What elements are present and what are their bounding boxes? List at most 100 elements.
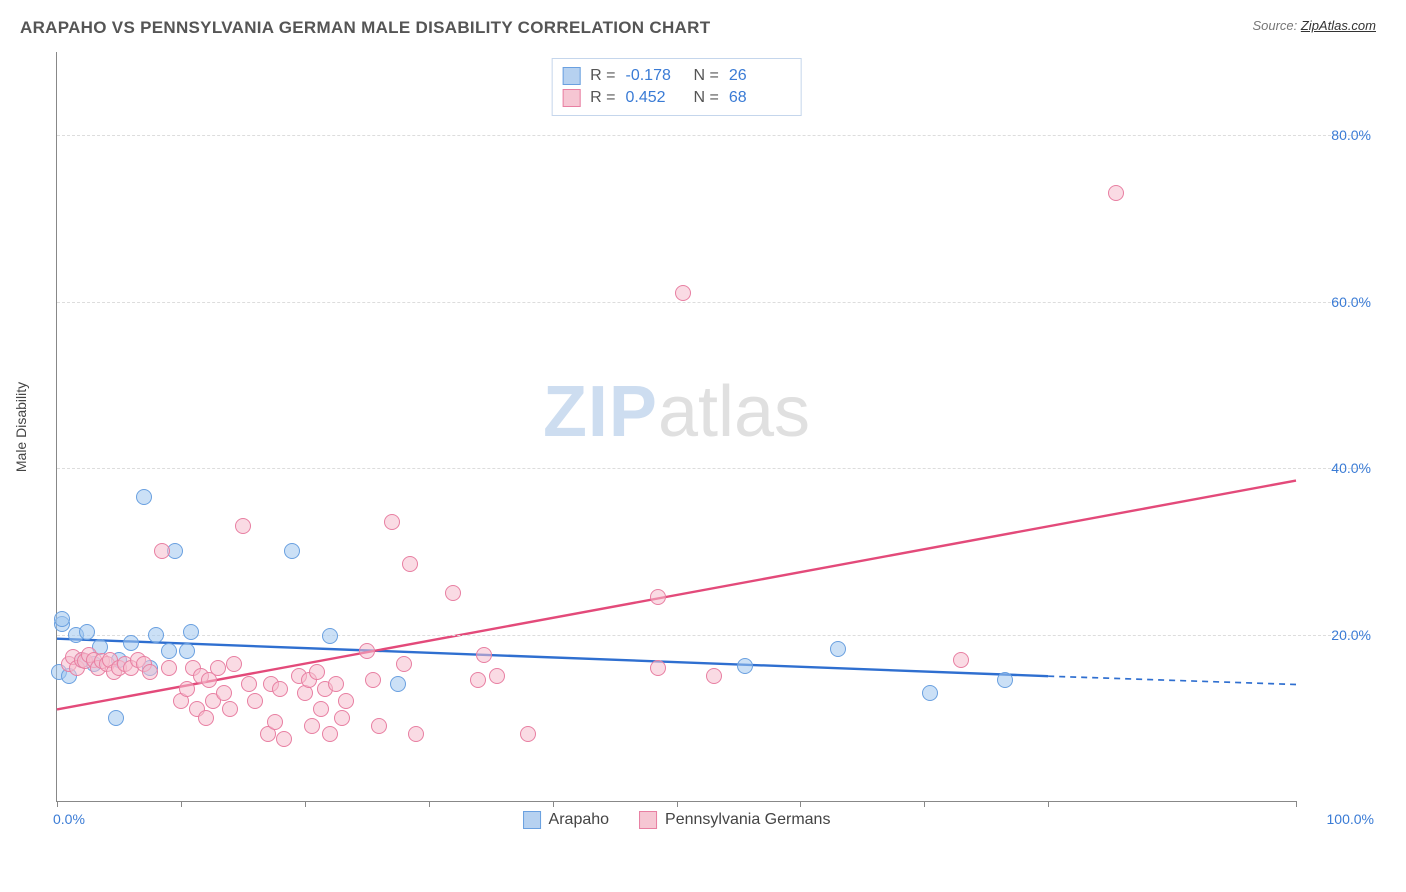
source-link[interactable]: ZipAtlas.com: [1301, 18, 1376, 33]
legend-n-label: N =: [694, 89, 719, 107]
legend-top-row: R = 0.452 N = 68: [562, 87, 787, 109]
data-point: [489, 668, 505, 684]
y-tick-label: 20.0%: [1301, 627, 1371, 643]
x-tick: [305, 801, 306, 807]
data-point: [830, 641, 846, 657]
y-tick-label: 40.0%: [1301, 460, 1371, 476]
data-point: [997, 672, 1013, 688]
legend-r-label: R =: [590, 67, 615, 85]
data-point: [284, 543, 300, 559]
data-point: [322, 726, 338, 742]
data-point: [247, 693, 263, 709]
data-point: [241, 676, 257, 692]
data-point: [1108, 185, 1124, 201]
legend-bottom-item: Pennsylvania Germans: [639, 811, 830, 829]
x-tick: [1048, 801, 1049, 807]
data-point: [142, 664, 158, 680]
data-point: [216, 685, 232, 701]
chart-title: ARAPAHO VS PENNSYLVANIA GERMAN MALE DISA…: [20, 18, 710, 38]
data-point: [54, 611, 70, 627]
source-attribution: Source: ZipAtlas.com: [1252, 18, 1376, 33]
data-point: [304, 718, 320, 734]
data-point: [365, 672, 381, 688]
y-axis-label: Male Disability: [13, 381, 29, 471]
y-gridline: [57, 135, 1366, 136]
data-point: [520, 726, 536, 742]
x-tick: [57, 801, 58, 807]
data-point: [148, 627, 164, 643]
data-point: [650, 589, 666, 605]
y-gridline: [57, 635, 1366, 636]
data-point: [222, 701, 238, 717]
legend-swatch: [562, 67, 580, 85]
legend-top-row: R =-0.178N =26: [562, 65, 787, 87]
x-tick: [924, 801, 925, 807]
legend-series-label: Pennsylvania Germans: [665, 811, 830, 829]
data-point: [313, 701, 329, 717]
data-point: [470, 672, 486, 688]
x-tick: [1296, 801, 1297, 807]
data-point: [953, 652, 969, 668]
legend-r-value: 0.452: [626, 89, 684, 107]
plot-area: Male Disability ZIPatlas R =-0.178N =26R…: [56, 52, 1296, 802]
legend-n-value: 68: [729, 89, 787, 107]
data-point: [706, 668, 722, 684]
data-point: [650, 660, 666, 676]
chart-header: ARAPAHO VS PENNSYLVANIA GERMAN MALE DISA…: [0, 0, 1406, 44]
data-point: [161, 660, 177, 676]
data-point: [445, 585, 461, 601]
data-point: [179, 643, 195, 659]
legend-r-value: -0.178: [626, 67, 684, 85]
data-point: [183, 624, 199, 640]
data-point: [108, 710, 124, 726]
x-tick: [677, 801, 678, 807]
data-point: [226, 656, 242, 672]
y-gridline: [57, 302, 1366, 303]
y-tick-label: 80.0%: [1301, 127, 1371, 143]
data-point: [390, 676, 406, 692]
data-point: [338, 693, 354, 709]
trend-line: [1048, 676, 1296, 684]
data-point: [272, 681, 288, 697]
data-point: [161, 643, 177, 659]
data-point: [359, 643, 375, 659]
data-point: [322, 628, 338, 644]
source-prefix: Source:: [1252, 18, 1300, 33]
data-point: [198, 710, 214, 726]
trend-line: [57, 481, 1296, 710]
data-point: [309, 664, 325, 680]
legend-bottom: Arapaho Pennsylvania Germans: [523, 811, 831, 829]
data-point: [235, 518, 251, 534]
data-point: [154, 543, 170, 559]
legend-r-label: R =: [590, 89, 615, 107]
x-tick: [553, 801, 554, 807]
legend-swatch: [562, 89, 580, 107]
data-point: [334, 710, 350, 726]
data-point: [396, 656, 412, 672]
data-point: [408, 726, 424, 742]
data-point: [922, 685, 938, 701]
legend-n-value: 26: [729, 67, 787, 85]
data-point: [267, 714, 283, 730]
data-point: [210, 660, 226, 676]
data-point: [371, 718, 387, 734]
data-point: [179, 681, 195, 697]
data-point: [276, 731, 292, 747]
x-tick-label: 0.0%: [53, 811, 85, 827]
data-point: [402, 556, 418, 572]
legend-top: R = -0.178 N = 26 R = 0.452 N = 68: [551, 58, 802, 116]
legend-swatch: [639, 811, 657, 829]
data-point: [123, 635, 139, 651]
x-tick-label: 100.0%: [1327, 811, 1374, 827]
legend-bottom-item: Arapaho: [523, 811, 610, 829]
data-point: [79, 624, 95, 640]
legend-swatch: [523, 811, 541, 829]
data-point: [384, 514, 400, 530]
y-gridline: [57, 468, 1366, 469]
data-point: [737, 658, 753, 674]
plot-wrapper: Male Disability ZIPatlas R =-0.178N =26R…: [46, 52, 1376, 822]
x-tick: [800, 801, 801, 807]
x-tick: [181, 801, 182, 807]
x-tick: [429, 801, 430, 807]
data-point: [675, 285, 691, 301]
